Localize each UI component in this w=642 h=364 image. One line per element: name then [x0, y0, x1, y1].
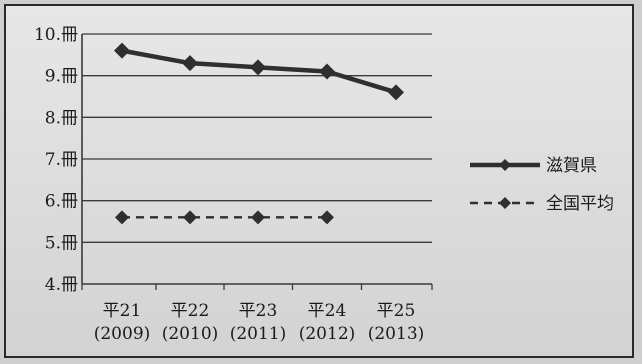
data-series	[114, 42, 404, 225]
legend-label-0: 滋賀県	[546, 156, 597, 176]
series-0-marker-3	[319, 63, 335, 80]
series-1-marker-2	[251, 210, 265, 225]
y-tick-label-6: 6.冊	[45, 192, 78, 212]
x-tick-label-2-year: (2011)	[230, 324, 287, 344]
x-tick-label-1-year: (2010)	[162, 324, 219, 344]
legend-marker-0	[499, 159, 511, 171]
y-tick-label-5: 5.冊	[45, 233, 78, 253]
x-tick-label-1-era: 平22	[171, 301, 210, 321]
x-tick-label-3-era: 平24	[308, 301, 347, 321]
grid-lines	[82, 33, 432, 243]
y-tick-label-8: 8.冊	[45, 108, 78, 128]
y-axis-tick-labels: 4.冊 5.冊 6.冊 7.冊 8.冊 9.冊 10.冊	[34, 25, 78, 295]
legend-label-1: 全国平均	[546, 194, 614, 214]
x-tick-label-0-year: (2009)	[94, 324, 151, 344]
series-0-marker-0	[114, 42, 130, 59]
axes	[81, 34, 433, 290]
x-tick-label-3-year: (2012)	[299, 324, 356, 344]
series-0-marker-4	[388, 84, 404, 101]
y-tick-label-10: 10.冊	[34, 25, 78, 45]
x-tick-label-0-era: 平21	[103, 301, 142, 321]
y-tick-label-4: 4.冊	[45, 275, 78, 295]
x-tick-label-4-era: 平25	[377, 301, 416, 321]
series-1-marker-1	[183, 210, 197, 225]
series-1-marker-0	[115, 210, 129, 225]
series-1-marker-3	[320, 210, 334, 225]
x-axis-tick-labels: 平21 (2009) 平22 (2010) 平23 (2011) 平24 (2012) 平25 (…	[94, 301, 425, 344]
series-0-marker-1	[182, 55, 198, 72]
series-0-marker-2	[250, 59, 266, 76]
legend-marker-1	[499, 197, 511, 209]
chart-frame	[4, 4, 634, 358]
x-tick-label-2-era: 平23	[239, 301, 278, 321]
y-tick-label-7: 7.冊	[45, 150, 78, 170]
x-tick-label-4-year: (2013)	[368, 324, 425, 344]
y-tick-label-9: 9.冊	[45, 67, 78, 87]
